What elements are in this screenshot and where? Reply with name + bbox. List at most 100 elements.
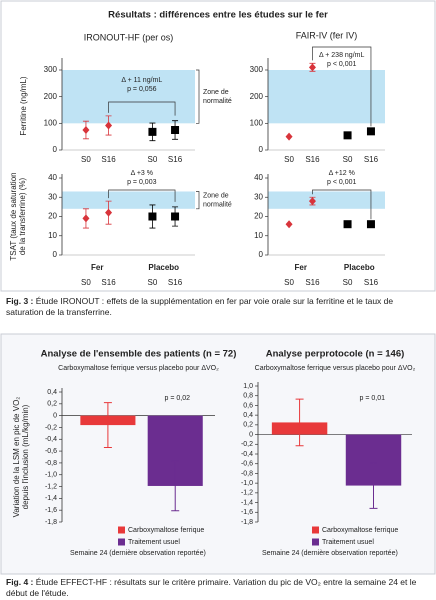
y-tick-label: -0,4 bbox=[241, 451, 253, 458]
point bbox=[82, 126, 90, 134]
y-tick-label: 20 bbox=[254, 212, 263, 221]
y-tick-label: 10 bbox=[254, 231, 263, 240]
figure3-title: Résultats : différences entre les études… bbox=[108, 10, 328, 21]
point bbox=[171, 126, 180, 134]
normal-zone bbox=[268, 70, 385, 124]
y-axis-label: Ferritine (ng/mL) bbox=[19, 76, 28, 135]
legend-swatch bbox=[118, 526, 125, 534]
zone-label: Zone de bbox=[203, 89, 229, 96]
chart-title: FAIR-IV (fer IV) bbox=[296, 30, 358, 40]
x-tick-label: S0 bbox=[148, 278, 158, 287]
legend-swatch bbox=[312, 526, 319, 534]
y-tick-label: -0,6 bbox=[241, 461, 253, 468]
group-label: Fer bbox=[295, 263, 307, 272]
y-axis-label: Variation de la LSM en pic de VO₂ bbox=[12, 397, 21, 518]
y-tick-label: 0 bbox=[53, 250, 58, 259]
y-tick-label: 300 bbox=[44, 65, 58, 74]
legend-label: Traitement usuel bbox=[128, 539, 180, 546]
point bbox=[285, 132, 293, 141]
zone-label: normalité bbox=[203, 201, 232, 208]
normal-zone bbox=[268, 191, 385, 209]
y-tick-label: -1,8 bbox=[45, 519, 57, 526]
y-tick-label: -0,2 bbox=[241, 441, 253, 448]
group-label: Fer bbox=[91, 263, 103, 272]
y-tick-label: 100 bbox=[250, 118, 264, 127]
normal-zone bbox=[62, 191, 195, 209]
normal-zone bbox=[62, 70, 195, 124]
y-axis-label: TSAT (taux de saturation bbox=[9, 172, 18, 260]
point bbox=[343, 131, 352, 140]
y-tick-label: 0,4 bbox=[243, 412, 253, 419]
group-label: Placebo bbox=[344, 263, 375, 272]
chart-title: Analyse de l'ensemble des patients (n = … bbox=[41, 349, 237, 360]
x-tick-label: S0 bbox=[343, 278, 353, 287]
annotation: p < 0,001 bbox=[327, 61, 356, 68]
y-tick-label: -1,2 bbox=[45, 483, 57, 490]
x-tick-label: S16 bbox=[364, 278, 379, 287]
y-tick-label: 100 bbox=[44, 118, 58, 127]
x-tick-label: S0 bbox=[284, 278, 294, 287]
x-tick-label: S0 bbox=[284, 155, 294, 164]
x-tick-label: S16 bbox=[305, 278, 320, 287]
zone-label: normalité bbox=[203, 98, 232, 105]
legend-label: Carboxymaltose ferrique bbox=[322, 527, 398, 534]
annotation: p = 0,003 bbox=[127, 179, 156, 186]
zone-label: Zone de bbox=[203, 192, 229, 199]
x-tick-label: S16 bbox=[101, 278, 116, 287]
y-tick-label: 0 bbox=[249, 431, 253, 438]
y-tick-label: -1,4 bbox=[45, 495, 57, 502]
annotation: Δ +12 % bbox=[329, 170, 355, 177]
comparison-bracket bbox=[108, 189, 176, 202]
legend-label: Traitement usuel bbox=[322, 539, 374, 546]
y-tick-label: 10 bbox=[48, 231, 57, 240]
figure3-frame bbox=[0, 0, 436, 292]
point bbox=[366, 127, 375, 136]
x-tick-label: S0 bbox=[343, 155, 353, 164]
x-tick-label: S16 bbox=[305, 155, 320, 164]
y-tick-label: 200 bbox=[44, 92, 58, 101]
figure4-caption: Fig. 4 : Étude EFFECT-HF : résultats sur… bbox=[6, 577, 430, 599]
x-tick-label: S0 bbox=[81, 278, 91, 287]
p-value: p = 0,02 bbox=[165, 395, 191, 402]
annotation: Δ + 11 ng/mL bbox=[121, 77, 162, 84]
point bbox=[308, 63, 316, 72]
comparison-bracket bbox=[108, 101, 176, 116]
annotation: p < 0,001 bbox=[327, 179, 356, 186]
y-tick-label: -1,6 bbox=[241, 509, 253, 516]
comparison-bracket bbox=[312, 46, 372, 127]
y-tick-label: -1,2 bbox=[241, 490, 253, 497]
point bbox=[171, 212, 180, 221]
y-tick-label: -0,6 bbox=[45, 448, 57, 455]
zone-bracket bbox=[196, 191, 200, 210]
figure4-caption-text: Étude EFFECT-HF : résultats sur le critè… bbox=[6, 577, 417, 598]
y-tick-label: 0,6 bbox=[243, 402, 253, 409]
y-axis-label: depuis l'inclusion (mL/kg/min) bbox=[21, 404, 30, 509]
figure4-label: Fig. 4 : bbox=[6, 577, 34, 587]
y-tick-label: 300 bbox=[250, 65, 264, 74]
group-label: Placebo bbox=[148, 263, 179, 272]
y-tick-label: 20 bbox=[48, 212, 57, 221]
point bbox=[308, 197, 316, 206]
y-tick-label: 0,8 bbox=[243, 393, 253, 400]
p-value: p = 0,01 bbox=[360, 395, 386, 402]
y-tick-label: 40 bbox=[48, 173, 57, 182]
y-tick-label: -0,2 bbox=[45, 424, 57, 431]
chart-title: IRONOUT-HF (per os) bbox=[84, 32, 174, 42]
legend-label: Carboxymaltose ferrique bbox=[128, 527, 204, 534]
y-tick-label: 0 bbox=[53, 145, 58, 154]
y-tick-label: -0,4 bbox=[45, 436, 57, 443]
point bbox=[148, 127, 157, 136]
chart-title: Analyse perprotocole (n = 146) bbox=[266, 349, 405, 360]
point bbox=[82, 214, 90, 223]
y-tick-label: -1,0 bbox=[241, 480, 253, 487]
x-tick-label: S16 bbox=[168, 155, 183, 164]
y-tick-label: 1,0 bbox=[243, 383, 253, 390]
annotation: Δ +3 % bbox=[131, 170, 153, 177]
point bbox=[105, 208, 113, 217]
y-tick-label: 0,2 bbox=[47, 401, 57, 408]
figure3-caption: Fig. 3 : Étude IRONOUT : effets de la su… bbox=[6, 296, 430, 318]
y-tick-label: -1,6 bbox=[45, 507, 57, 514]
note: Semaine 24 (dernière observation reporté… bbox=[262, 550, 398, 557]
y-tick-label: 0 bbox=[259, 250, 264, 259]
